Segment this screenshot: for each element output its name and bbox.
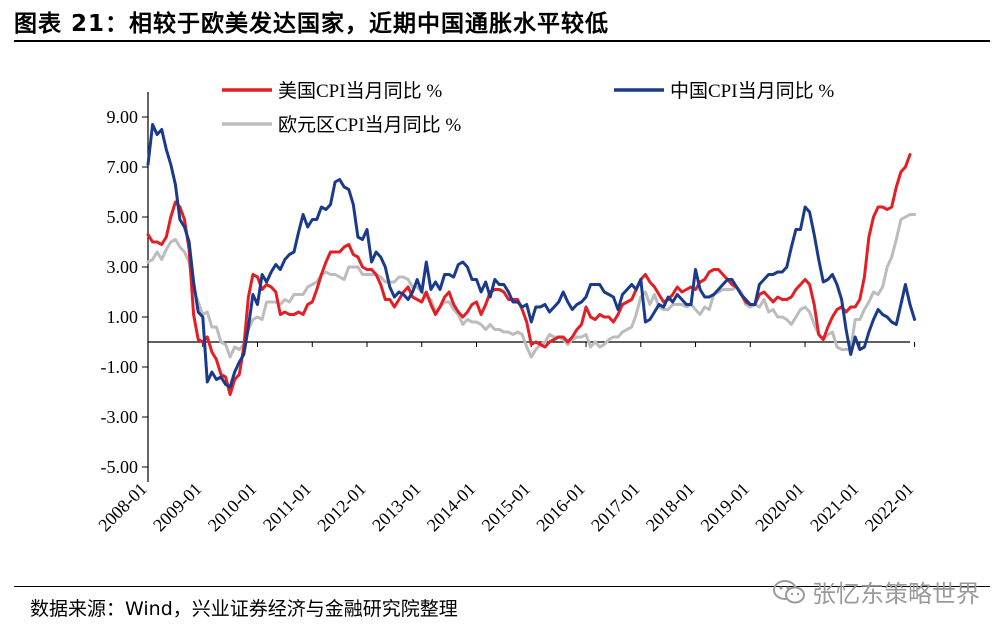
series-line-1 <box>146 123 917 389</box>
y-tick-label: 5.00 <box>107 207 139 227</box>
x-tick-label: 2009-01 <box>149 479 206 536</box>
y-tick-label: 9.00 <box>107 107 139 127</box>
x-tick-label: 2022-01 <box>861 479 918 536</box>
y-tick-label: 3.00 <box>107 257 139 277</box>
chart-series-lines <box>146 123 917 396</box>
x-tick-label: 2021-01 <box>806 479 863 536</box>
legend-label-1: 中国CPI当月同比 % <box>670 80 834 102</box>
x-tick-label: 2010-01 <box>204 479 261 536</box>
x-tick-label: 2014-01 <box>423 479 480 536</box>
x-tick-label: 2011-01 <box>259 479 315 535</box>
y-tick-label: 7.00 <box>107 157 139 177</box>
bottom-rule <box>14 586 990 587</box>
chart-title: 图表 21：相较于欧美发达国家，近期中国通胀水平较低 <box>14 11 610 37</box>
x-tick-label: 2019-01 <box>697 479 754 536</box>
y-tick-label: -3.00 <box>101 407 139 427</box>
series-line-0 <box>146 153 912 396</box>
watermark-text: 张忆东策略世界 <box>812 580 980 608</box>
x-tick-label: 2008-01 <box>94 479 151 536</box>
x-tick-label: 2017-01 <box>587 479 644 536</box>
y-tick-label: -5.00 <box>101 457 139 477</box>
series-line-2 <box>146 213 917 359</box>
x-tick-label: 2015-01 <box>478 479 535 536</box>
legend-label-0: 美国CPI当月同比 % <box>278 80 442 102</box>
x-tick-label: 2012-01 <box>313 479 370 536</box>
wechat-icon <box>773 579 805 603</box>
watermark: 张忆东策略世界 <box>772 574 980 609</box>
top-rule <box>14 40 990 42</box>
x-tick-label: 2016-01 <box>532 479 589 536</box>
cpi-line-chart: 9.00 7.00 5.00 3.00 1.00 -1.00 -3.00 -5.002008-… <box>94 80 917 535</box>
chart-legend: 美国CPI当月同比 % 中国CPI当月同比 % 欧元区CPI当月同比 % <box>222 80 834 136</box>
y-tick-label: -1.00 <box>101 357 139 377</box>
x-tick-label: 2018-01 <box>642 479 699 536</box>
chart-axes: 9.00 7.00 5.00 3.00 1.00 -1.00 -3.00 -5.002008-… <box>94 92 917 535</box>
source-note: 数据来源：Wind，兴业证券经济与金融研究院整理 <box>30 598 458 620</box>
y-tick-label: 1.00 <box>107 307 139 327</box>
legend-label-2: 欧元区CPI当月同比 % <box>278 114 461 136</box>
x-tick-label: 2020-01 <box>751 479 808 536</box>
x-tick-label: 2013-01 <box>368 479 425 536</box>
